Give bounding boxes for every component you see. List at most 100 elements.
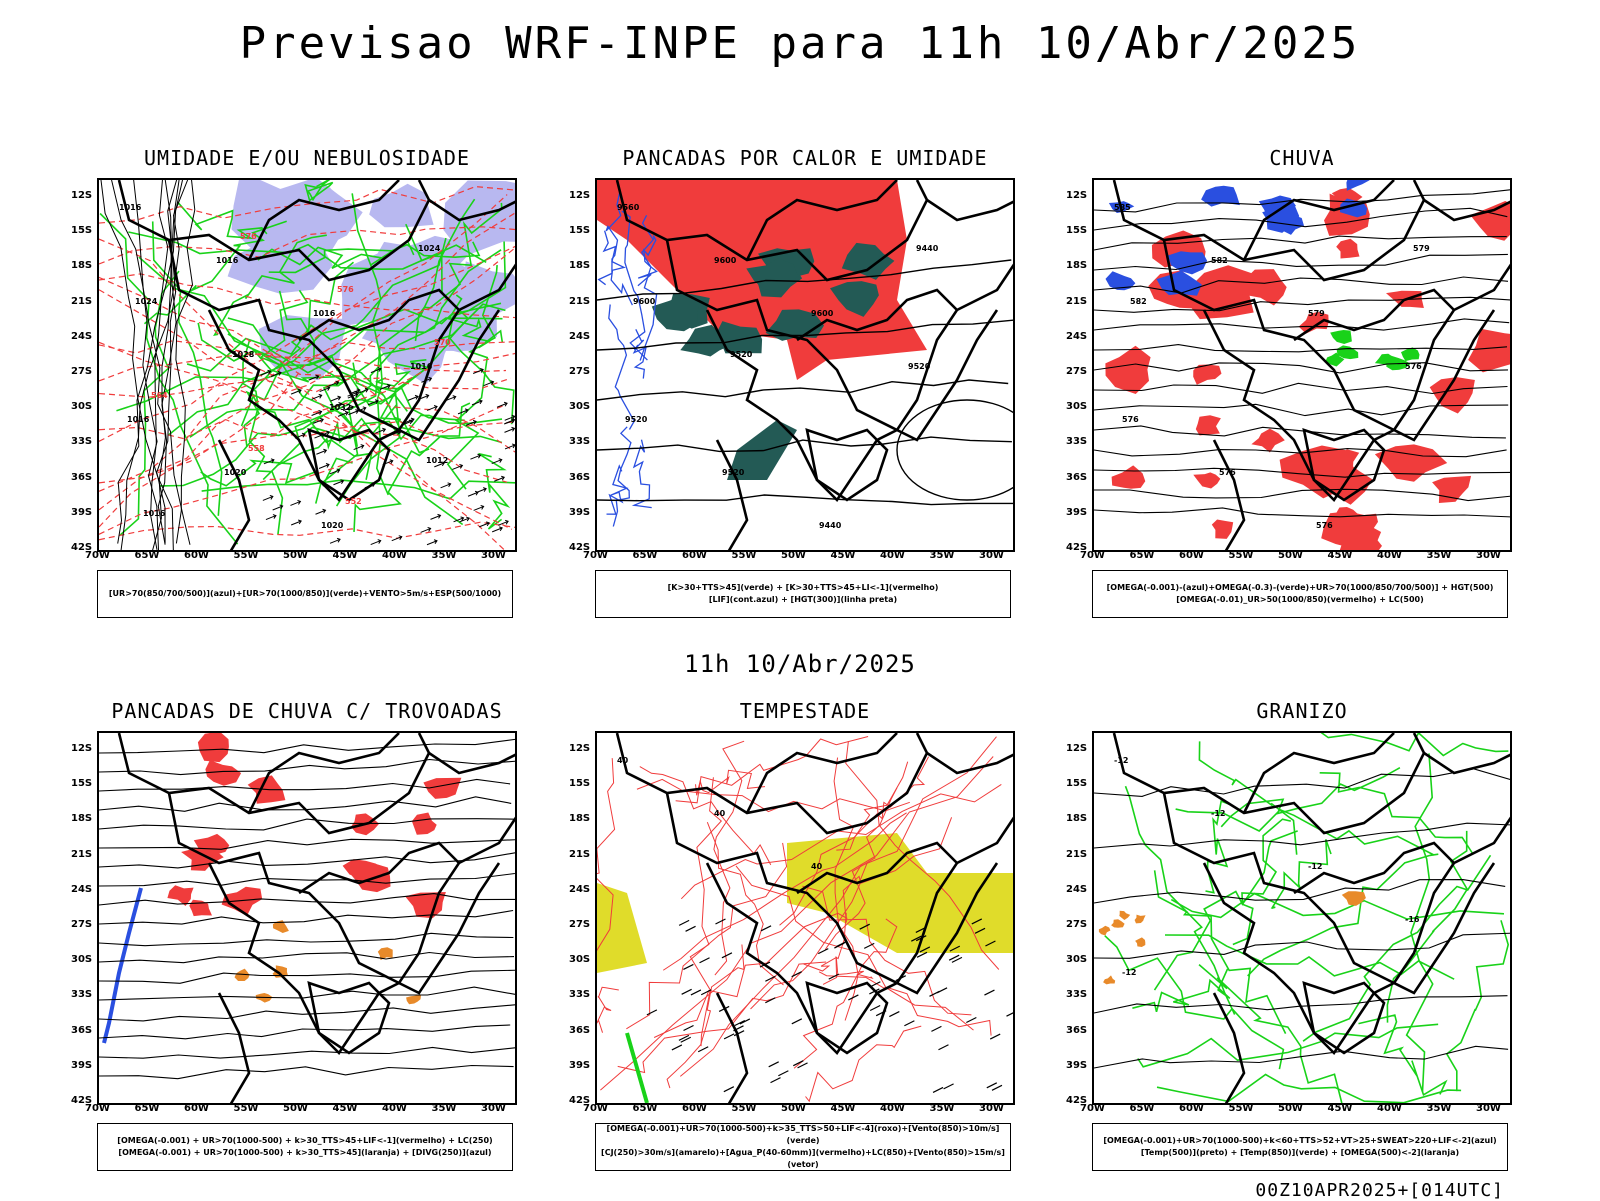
political-border [217, 439, 251, 550]
latitude-tick: 15S [1066, 225, 1088, 237]
temp-850-contour [1302, 854, 1492, 1042]
political-border [1162, 239, 1510, 432]
contour-label: -12 [1211, 809, 1225, 818]
wind-vector [859, 923, 870, 930]
omega-area-orange [1135, 937, 1146, 947]
wind-vector [938, 1044, 949, 1051]
latitude-tick: 30S [1066, 401, 1088, 413]
longitude-tick: 30W [979, 1103, 1004, 1114]
streamline [1094, 276, 1509, 294]
wind-vector [991, 1084, 1003, 1091]
wind-vector [504, 426, 515, 433]
latitude-tick: 42S [1066, 1095, 1088, 1106]
rain-area-red [1111, 465, 1146, 489]
political-border [398, 862, 501, 995]
contour-label: 40 [811, 862, 823, 871]
divergence-line [102, 887, 143, 1044]
longitude-tick: 50W [1278, 1103, 1303, 1114]
thickness-contour [99, 212, 515, 528]
wind-vector [986, 1082, 998, 1089]
latitude-tick: 12S [71, 190, 93, 201]
latitude-tick: 15S [569, 778, 591, 790]
political-border [1242, 733, 1395, 814]
wind-vector [290, 519, 302, 526]
wind-vector [985, 940, 996, 947]
wind-vector [319, 386, 331, 393]
wind-vector [391, 535, 403, 542]
latitude-tick: 24S [569, 883, 591, 895]
convective-area-green [830, 281, 879, 317]
thickness-contour [99, 352, 515, 484]
latitude-tick: 12S [1066, 743, 1088, 754]
wind-vector [311, 393, 323, 400]
thunderstorm-area-red [193, 833, 230, 859]
latitude-tick: 36S [71, 471, 93, 483]
lifted-index-contour [631, 439, 652, 509]
latitude-tick: 42S [1066, 542, 1088, 553]
longitude-tick: 65W [632, 1103, 658, 1114]
political-border [207, 862, 400, 1056]
precipitable-water-contour [597, 758, 616, 952]
wind-vector [491, 458, 503, 465]
wind-vector [316, 448, 328, 455]
legend-line: [OMEGA(-0.001) + UR>70(1000-500) + k>30_… [117, 1136, 493, 1145]
pressure-contour [133, 180, 159, 550]
latitude-tick: 15S [71, 225, 93, 237]
contour-label: 9600 [633, 297, 656, 306]
contour-label: 1020 [321, 521, 344, 530]
political-border [1242, 180, 1395, 261]
longitude-tick: 45W [830, 1103, 856, 1114]
latitude-tick: 12S [1066, 190, 1088, 201]
legend-line: [K>30+TTS>45](verde) + [K>30+TTS>45+LI<-… [667, 583, 939, 592]
contour-label: 579 [1308, 309, 1325, 318]
run-identifier: 00Z10APR2025+[014UTC] [1255, 1180, 1504, 1201]
political-border [307, 981, 391, 1055]
wind-vector [457, 408, 469, 415]
wind-vector [870, 981, 881, 988]
contour-label: 1016 [216, 256, 239, 265]
wind-vector [434, 461, 446, 468]
wind-vector [420, 526, 432, 533]
wind-vector [453, 516, 465, 523]
omega-area-orange [1103, 975, 1116, 985]
temp-850-contour [1320, 733, 1509, 757]
wind-vector [290, 499, 302, 506]
contour-label: -12 [1122, 968, 1136, 977]
streamline [99, 1046, 515, 1059]
latitude-tick: 36S [569, 471, 591, 483]
longitude-tick: 35W [929, 1103, 955, 1114]
precipitable-water-contour [653, 912, 848, 1038]
humidity-contour [186, 302, 502, 372]
political-border [1112, 180, 1426, 282]
temp-850-contour [1358, 1014, 1448, 1096]
longitude-tick: 35W [1426, 550, 1452, 561]
political-border [1202, 309, 1395, 503]
wind-vector [504, 414, 515, 421]
streamline [99, 893, 515, 906]
wind-vector [497, 519, 509, 526]
temp-500-contour [1094, 1045, 1509, 1069]
latitude-tick: 15S [1066, 778, 1088, 790]
latitude-tick: 24S [71, 330, 93, 342]
rain-area-red [1279, 445, 1354, 499]
wind-vector [828, 973, 840, 980]
wind-vector [313, 417, 324, 424]
main-title: Previsao WRF-INPE para 11h 10/Abr/2025 [239, 18, 1361, 69]
wind-vector [680, 1036, 692, 1043]
latitude-tick: 12S [71, 743, 93, 754]
streamline [99, 969, 515, 984]
precipitable-water-contour [600, 756, 994, 1091]
rain-area-red [1195, 415, 1221, 436]
wind-vector [916, 951, 928, 958]
precipitable-water-contour [626, 842, 788, 1030]
political-border [615, 180, 929, 282]
thunderstorm-area-red [411, 812, 437, 835]
rain-area-red [1336, 238, 1360, 259]
contour-label: 585 [1114, 203, 1131, 212]
longitude-tick: 45W [332, 1103, 358, 1114]
political-border [428, 751, 515, 775]
latitude-tick: 27S [71, 366, 93, 377]
wind-vector [496, 401, 508, 408]
rain-area-red [1193, 364, 1222, 385]
rain-area-green [1401, 347, 1420, 362]
